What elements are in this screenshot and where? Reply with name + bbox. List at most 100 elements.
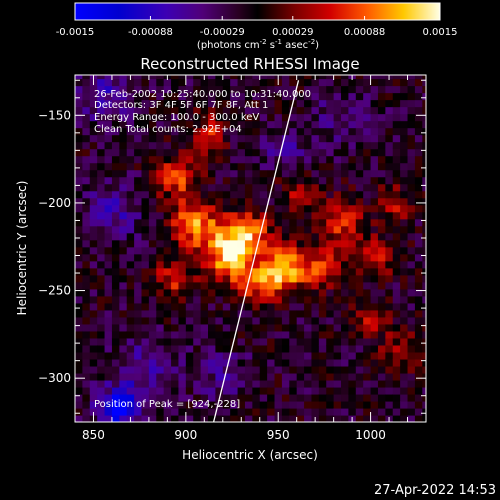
heatmap-cell [134,288,143,297]
heatmap-cell [259,414,268,422]
heatmap-cell [311,260,320,269]
heatmap-cell [414,372,423,381]
heatmap-cell [82,274,91,283]
heatmap-cell [377,323,386,332]
heatmap-cell [252,281,261,290]
heatmap-cell [392,246,401,255]
heatmap-cell [407,127,416,136]
heatmap-cell [348,365,357,374]
heatmap-cell [111,204,120,213]
heatmap-cell [126,113,135,122]
heatmap-cell [414,92,423,101]
heatmap-cell [156,246,165,255]
heatmap-cell [252,288,261,297]
heatmap-cell [355,99,364,108]
heatmap-cell [193,400,202,409]
heatmap-cell [407,379,416,388]
heatmap-cell [75,134,83,143]
heatmap-cell [259,211,268,220]
heatmap-cell [289,365,298,374]
heatmap-cell [119,330,128,339]
heatmap-cell [304,113,313,122]
heatmap-cell [222,281,231,290]
heatmap-cell [400,75,409,80]
peak-position-label: Position of Peak = [924,-228] [94,399,240,410]
heatmap-cell [82,176,91,185]
heatmap-cell [422,75,426,80]
heatmap-cell [311,400,320,409]
heatmap-cell [348,330,357,339]
heatmap-cell [400,190,409,199]
heatmap-cell [222,323,231,332]
heatmap-cell [134,162,143,171]
heatmap-cell [185,106,194,115]
heatmap-cell [237,99,246,108]
heatmap-cell [119,120,128,129]
heatmap-cell [237,148,246,157]
heatmap-cell [163,316,172,325]
heatmap-cell [289,204,298,213]
heatmap-cell [222,330,231,339]
heatmap-cell [148,99,157,108]
heatmap-cell [230,260,239,269]
heatmap-cell [385,379,394,388]
heatmap-cell [193,134,202,143]
heatmap-cell [348,134,357,143]
heatmap-cell [281,379,290,388]
heatmap-cell [119,106,128,115]
heatmap-cell [89,204,98,213]
heatmap-cell [178,197,187,206]
heatmap-cell [82,148,91,157]
heatmap-cell [156,211,165,220]
heatmap-cell [355,407,364,416]
heatmap-cell [148,309,157,318]
heatmap-cell [259,176,268,185]
heatmap-cell [252,106,261,115]
heatmap-cell [377,232,386,241]
heatmap-cell [178,323,187,332]
heatmap-cell [348,92,357,101]
heatmap-cell [141,127,150,136]
heatmap-cell [156,120,165,129]
heatmap-cell [89,281,98,290]
heatmap-cell [185,211,194,220]
heatmap-cell [341,78,350,87]
heatmap-cell [237,253,246,262]
heatmap-cell [222,85,231,94]
heatmap-cell [208,288,216,297]
heatmap-cell [341,190,350,199]
heatmap-cell [185,365,194,374]
heatmap-cell [333,92,342,101]
heatmap-cell [215,75,224,80]
heatmap-cell [414,85,423,94]
heatmap-cell [281,78,290,87]
heatmap-cell [141,113,150,122]
heatmap-cell [208,323,216,332]
heatmap-cell [318,267,327,276]
heatmap-cell [215,127,224,136]
heatmap-cell [222,211,231,220]
heatmap-cell [215,316,224,325]
heatmap-cell [377,141,386,150]
heatmap-cell [185,288,194,297]
heatmap-cell [208,253,216,262]
heatmap-cell [377,295,386,304]
heatmap-cell [281,309,290,318]
heatmap-cell [385,386,394,395]
heatmap-cell [267,407,276,416]
heatmap-cell [126,274,135,283]
heatmap-cell [89,141,98,150]
heatmap-cell [252,414,261,422]
heatmap-cell [385,323,394,332]
heatmap-cell [97,365,106,374]
heatmap-cell [97,281,106,290]
heatmap-cell [407,253,416,262]
heatmap-cell [304,239,313,248]
heatmap-cell [318,288,327,297]
heatmap-cell [171,134,180,143]
heatmap-cell [274,211,283,220]
heatmap-cell [171,386,180,395]
heatmap-cell [148,281,157,290]
heatmap-cell [97,232,106,241]
